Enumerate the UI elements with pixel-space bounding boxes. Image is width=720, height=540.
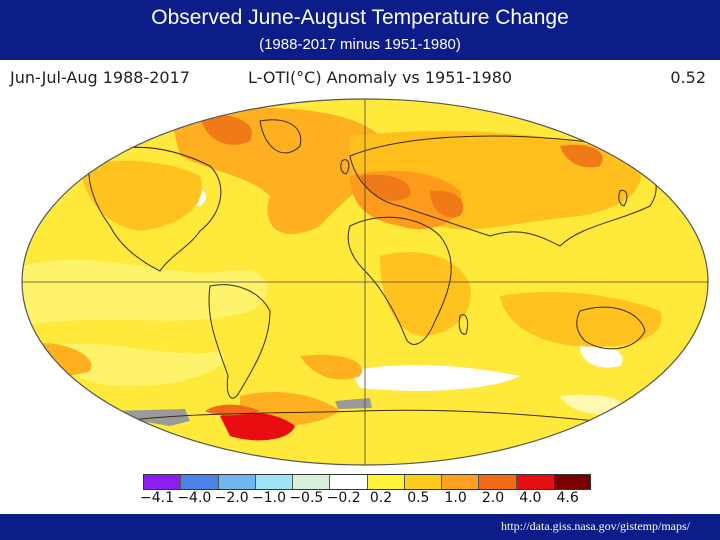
- legend-swatch-5: [330, 475, 368, 489]
- global-mean-value: 0.52: [670, 68, 706, 87]
- slide-footer: http://data.giss.nasa.gov/gistemp/maps/: [0, 514, 720, 540]
- anomaly-region-white-southeast: [560, 394, 626, 415]
- coastline-antarctica: [89, 409, 641, 427]
- legend-tick-2: −2.0: [214, 490, 249, 506]
- legend-tick-11: 4.6: [556, 490, 579, 506]
- map-metric-label: L-OTI(°C) Anomaly vs 1951-1980: [248, 68, 513, 87]
- legend-swatch-7: [404, 475, 442, 489]
- legend-tick-9: 2.0: [481, 490, 505, 506]
- legend-tick-8: 1.0: [444, 490, 467, 506]
- legend-swatch-9: [479, 475, 517, 489]
- anomaly-region-orange-africa: [380, 252, 471, 336]
- coastline-south-america: [208, 284, 271, 399]
- legend-swatch-10: [516, 475, 554, 489]
- color-scale-legend: [143, 474, 591, 490]
- coastline-uk: [340, 159, 350, 175]
- slide-subtitle: (1988-2017 minus 1951-1980): [259, 36, 461, 53]
- legend-swatch-11: [553, 475, 590, 489]
- anomaly-region-pale-pacific: [22, 259, 268, 326]
- coastline-japan: [618, 189, 628, 207]
- anomaly-region-darkorange-east-asia: [560, 144, 603, 168]
- anomaly-region-darkorange-europe: [360, 174, 411, 201]
- legend-swatch-1: [181, 475, 219, 489]
- legend-tick-7: 0.5: [407, 490, 430, 506]
- legend-swatch-0: [144, 475, 182, 489]
- anomaly-region-white-indian: [580, 344, 623, 368]
- legend-tick-0: −4.1: [140, 490, 174, 506]
- anomaly-region-orange-indian: [500, 291, 662, 347]
- coastline-madagascar: [458, 314, 469, 335]
- anomaly-region-darkorange-middle-east: [430, 190, 464, 218]
- anomaly-region-white-southern: [350, 364, 520, 391]
- no-data-region-west: [100, 414, 113, 428]
- legend-tick-4: −0.5: [289, 490, 324, 506]
- legend-tick-6: 0.2: [369, 490, 393, 506]
- legend-tick-5: −0.2: [326, 490, 361, 506]
- source-url: http://data.giss.nasa.gov/gistemp/maps/: [501, 519, 690, 533]
- color-scale-ticks: −4.1 −4.0 −2.0 −1.0 −0.5 −0.2 0.2 0.5 1.0 2.0 4.0 4…: [120, 488, 620, 508]
- coastline-north-america: [88, 146, 222, 272]
- coastline-greenland: [259, 119, 302, 154]
- anomaly-region-darkorange-arctic-atlantic: [200, 114, 252, 145]
- anomaly-fields: [22, 107, 683, 441]
- coastline-australia: [576, 306, 646, 350]
- legend-tick-1: −4.0: [177, 490, 212, 506]
- slide-title: Observed June-August Temperature Change: [151, 6, 569, 29]
- legend-swatch-3: [255, 475, 293, 489]
- map-period-label: Jun-Jul-Aug 1988-2017: [10, 68, 190, 87]
- legend-swatch-2: [218, 475, 256, 489]
- map-svg: [21, 98, 709, 466]
- slide-header: Observed June-August Temperature Change …: [0, 0, 720, 60]
- coastline-eurasia: [349, 135, 657, 247]
- anomaly-region-orange-southatlantic: [300, 354, 362, 380]
- world-temperature-map: [20, 96, 710, 468]
- anomaly-region-red-antarctic: [220, 412, 295, 441]
- legend-tick-3: −1.0: [252, 490, 286, 506]
- no-data-region-ross: [335, 398, 372, 409]
- map-border: [21, 98, 709, 466]
- anomaly-region-pale-southpacific: [50, 343, 225, 386]
- legend-swatch-8: [442, 475, 480, 489]
- legend-swatch-6: [367, 475, 405, 489]
- coastline-new-zealand: [673, 364, 683, 382]
- anomaly-region-orange-namerica: [80, 160, 202, 231]
- legend-tick-10: 4.0: [519, 490, 542, 506]
- anomaly-region-darkorange-antarctic: [205, 404, 260, 416]
- legend-swatch-4: [293, 475, 331, 489]
